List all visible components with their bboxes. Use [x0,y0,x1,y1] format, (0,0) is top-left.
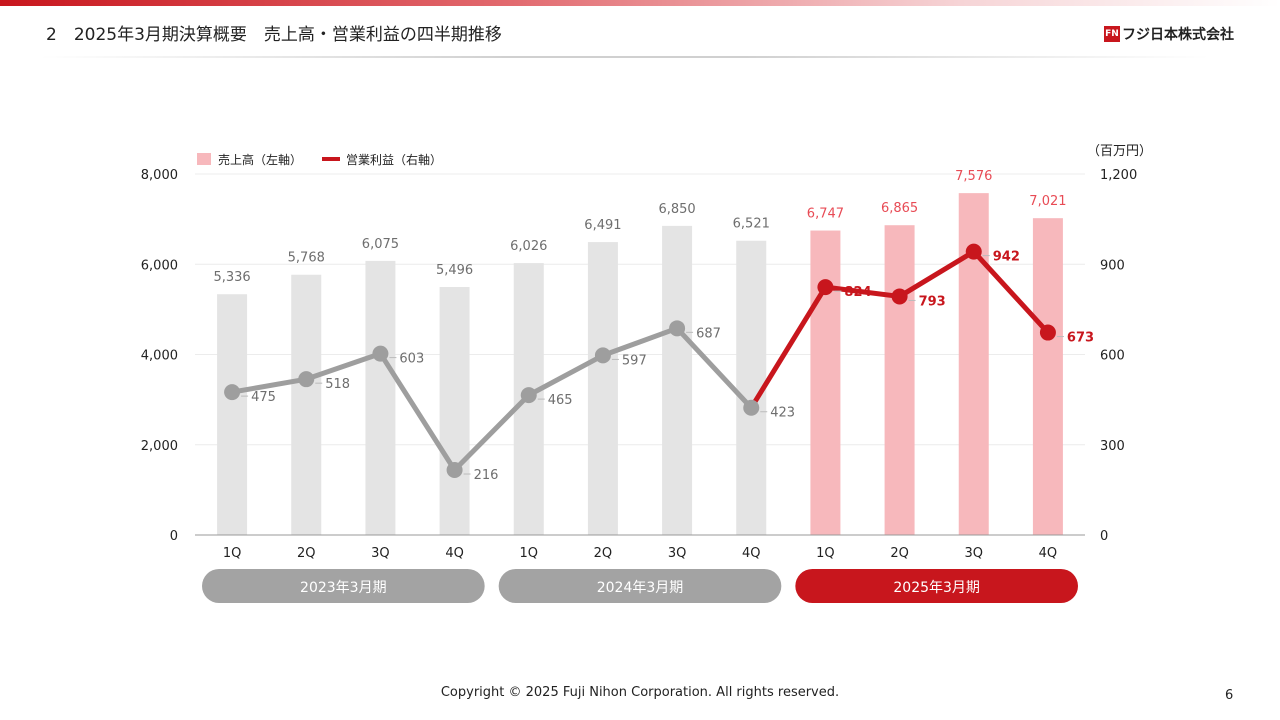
fiscal-period-pill [498,569,782,603]
page-number: 6 [1225,688,1234,703]
sales-data-label: 6,521 [733,217,770,232]
sales-bar [291,274,322,535]
profit-point [965,243,982,260]
left-axis-tick: 8,000 [141,168,178,183]
slide-title: 2 2025年3月期決算概要 売上高・営業利益の四半期推移 [46,25,502,45]
profit-data-label: 216 [474,468,499,483]
category-tick-label: 3Q [668,546,687,561]
header-divider [40,56,1210,58]
sales-data-label: 6,747 [807,207,844,222]
profit-point [446,462,463,479]
sales-bar [662,225,693,536]
fiscal-period-label: 2023年3月期 [300,580,387,596]
fiscal-period-label: 2025年3月期 [893,580,980,596]
profit-data-label: 687 [696,326,721,341]
sales-data-label: 6,865 [881,201,918,216]
left-axis-tick: 2,000 [141,439,178,454]
sales-data-label: 6,075 [362,237,399,252]
category-tick-label: 2Q [594,546,613,561]
sales-bar [810,230,841,535]
profit-data-label: 793 [919,294,946,309]
category-tick-label: 3Q [371,546,390,561]
category-tick-label: 1Q [519,546,538,561]
sales-data-label: 6,026 [510,239,547,254]
left-axis-tick: 0 [170,529,178,544]
sales-bar [884,225,915,536]
fiscal-period-pill [795,569,1078,603]
profit-point [372,345,389,362]
profit-data-label: 603 [399,352,424,367]
sales-bar [1032,218,1063,535]
logo-mark-icon: FN [1104,26,1120,42]
sales-bar [439,286,470,535]
profit-point [224,384,241,401]
sales-bar [365,260,396,535]
sales-data-label: 5,336 [213,270,250,285]
category-tick-label: 2Q [297,546,316,561]
profit-data-label: 824 [844,285,871,300]
sales-data-label: 7,021 [1029,194,1066,209]
profit-point [817,279,834,296]
category-tick-label: 2Q [890,546,909,561]
profit-line-past [231,325,754,473]
right-axis-tick: 0 [1100,529,1108,544]
category-tick-label: 3Q [964,546,983,561]
sales-data-label: 5,496 [436,263,473,278]
category-tick-label: 4Q [1039,546,1058,561]
left-axis-tick: 4,000 [141,349,178,364]
profit-point [669,320,686,337]
top-accent-bar [0,0,1280,6]
legend-profit-swatch [322,157,340,161]
profit-data-label: 475 [251,390,276,405]
sales-data-label: 7,576 [955,169,992,184]
profit-data-label: 597 [622,353,647,368]
legend-sales-label: 売上高（左軸） [218,152,302,167]
logo-text: フジ日本株式会社 [1122,27,1234,43]
sales-data-label: 6,491 [584,218,621,233]
sales-data-label: 6,850 [658,202,695,217]
right-axis-tick: 1,200 [1100,168,1137,183]
slide-header: 2 2025年3月期決算概要 売上高・営業利益の四半期推移 FN フジ日本株式会… [0,6,1280,58]
fiscal-period-pill [202,569,485,603]
profit-point [1039,324,1056,341]
right-axis-unit: （百万円） [1087,144,1152,159]
category-tick-label: 4Q [742,546,761,561]
profit-point [891,288,908,305]
category-tick-label: 1Q [223,546,242,561]
right-axis-tick: 900 [1100,258,1125,273]
fiscal-period-label: 2024年3月期 [597,580,684,596]
sales-data-label: 5,768 [288,251,325,266]
company-logo: FN フジ日本株式会社 [1104,24,1234,44]
sales-bar [587,242,618,535]
profit-point [298,371,315,388]
right-axis-tick: 600 [1100,349,1125,364]
profit-point [520,387,537,404]
profit-data-label: 942 [993,250,1020,265]
category-tick-label: 1Q [816,546,835,561]
profit-point [594,347,611,364]
sales-bar [217,294,248,535]
profit-data-label: 518 [325,377,350,392]
left-axis-tick: 6,000 [141,258,178,273]
profit-point [743,399,760,416]
legend-profit-label: 営業利益（右軸） [346,152,442,167]
profit-data-label: 465 [548,393,573,408]
legend-sales-swatch [197,153,211,165]
profit-data-label: 423 [770,406,795,421]
right-axis-tick: 300 [1100,439,1125,454]
profit-data-label: 673 [1067,331,1094,346]
footer-copyright: Copyright © 2025 Fuji Nihon Corporation.… [440,685,840,700]
category-tick-label: 4Q [445,546,464,561]
